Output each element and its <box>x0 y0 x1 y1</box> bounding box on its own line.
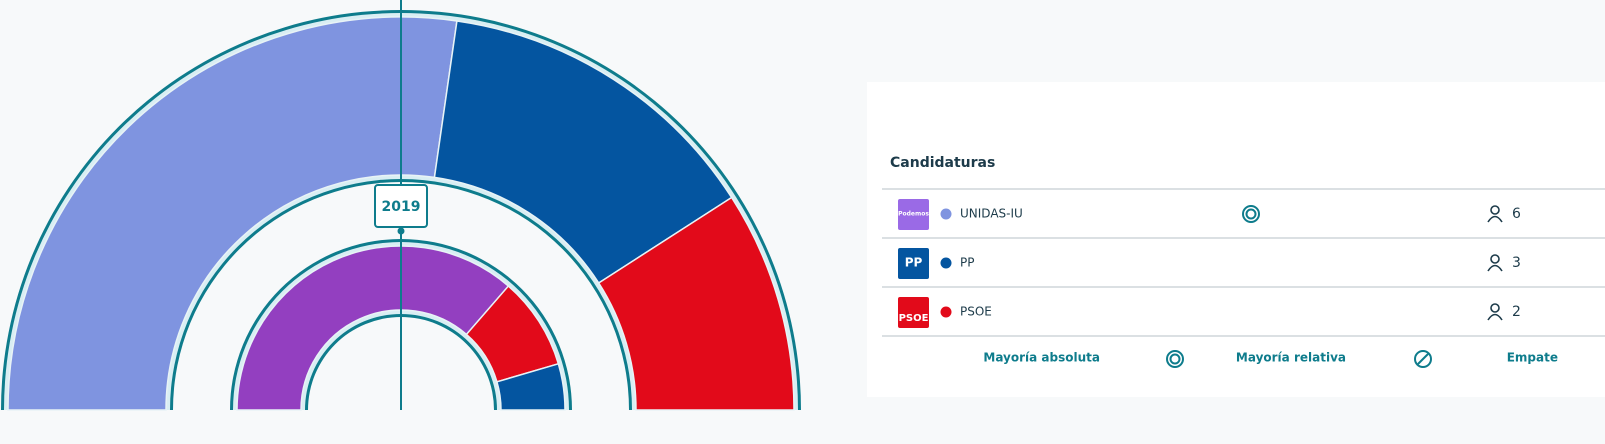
seat-count: 6 <box>1512 206 1521 222</box>
row-lines <box>882 188 1605 337</box>
panel <box>867 82 1605 397</box>
seat-sector <box>496 362 566 411</box>
footer-label: Empate <box>1507 351 1558 365</box>
person-head <box>1490 205 1500 215</box>
party-dot <box>940 257 952 269</box>
person-head <box>1490 303 1500 313</box>
seat-sector <box>7 16 458 411</box>
party-logo <box>898 248 929 279</box>
party-name: UNIDAS-IU <box>960 207 1023 221</box>
year-label: 2019 <box>382 199 421 215</box>
year-box <box>374 184 428 228</box>
party-logo <box>898 199 929 230</box>
year-dot <box>397 227 405 235</box>
party-name: PP <box>960 256 974 270</box>
majority-icon <box>1242 205 1260 223</box>
person-body <box>1487 264 1503 272</box>
person-body <box>1487 215 1503 223</box>
footer-label: Mayoría absoluta <box>983 351 1100 365</box>
party-dot <box>940 208 952 220</box>
legend-icons <box>1166 350 1432 368</box>
seat-count: 2 <box>1512 304 1521 320</box>
footer-label: Mayoría relativa <box>1236 351 1346 365</box>
party-logo-text: PP <box>905 256 923 270</box>
seat-sector <box>433 20 733 284</box>
panel-title: Candidaturas <box>890 155 995 171</box>
seat-sector <box>236 245 510 411</box>
party-dot <box>940 306 952 318</box>
person-head <box>1490 254 1500 264</box>
person-body <box>1487 313 1503 321</box>
seat-count: 3 <box>1512 255 1521 271</box>
party-logo-text: PSOE <box>899 313 929 324</box>
seat-sector <box>597 196 795 411</box>
party-logo-text: Podemos <box>898 211 929 218</box>
party-logo <box>898 297 929 328</box>
party-name: PSOE <box>960 305 992 319</box>
